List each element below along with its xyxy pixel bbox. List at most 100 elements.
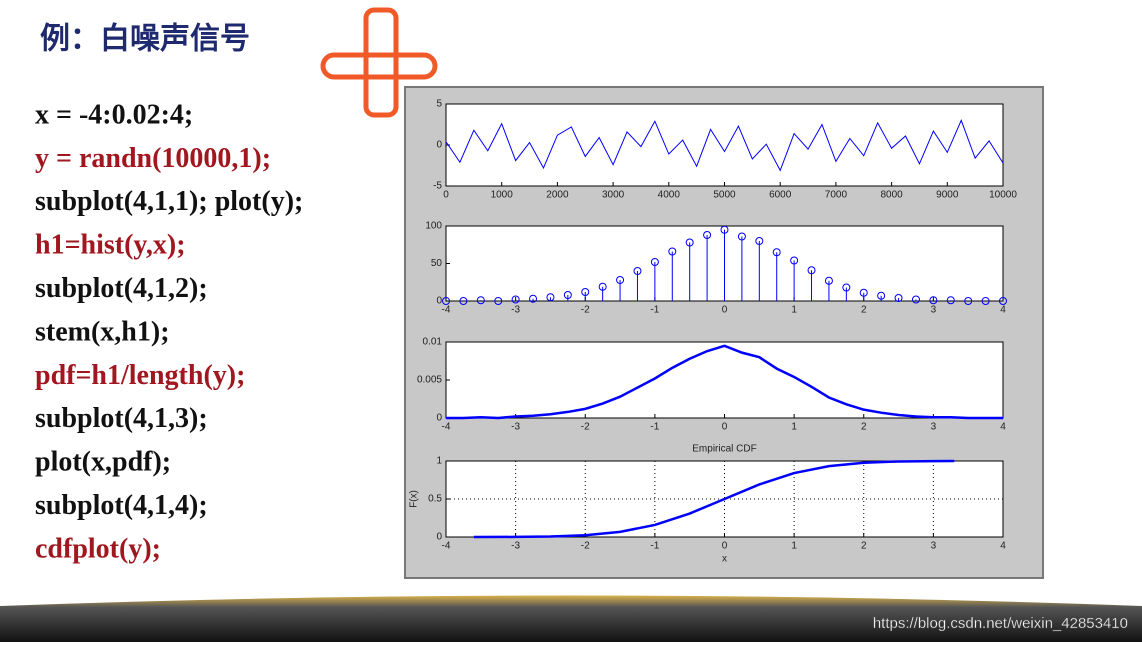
code-line: plot(x,pdf);: [35, 447, 171, 478]
stem-marker: [946, 296, 955, 305]
code-line: x = -4:0.02:4;: [35, 99, 193, 130]
x-tick-label: 3: [931, 541, 937, 552]
stem-marker: [755, 237, 764, 245]
stem-marker: [650, 258, 659, 266]
stem-marker: [824, 276, 833, 285]
code-line: y = randn(10000,1);: [35, 143, 271, 174]
stem-marker: [442, 297, 450, 305]
stem-marker: [668, 247, 677, 256]
y-tick-label: 0.005: [417, 375, 442, 386]
y-tick-label: 100: [425, 221, 442, 232]
stem-marker: [859, 288, 868, 297]
x-tick-label: 3: [931, 422, 937, 433]
stem-marker: [964, 297, 973, 305]
x-tick-label: 10000: [989, 190, 1017, 201]
stem-marker: [633, 267, 642, 275]
stem-marker: [790, 256, 799, 265]
x-tick-label: 1: [791, 541, 797, 552]
y-axis-label: F(x): [409, 490, 420, 508]
axes: [445, 341, 1004, 419]
x-tick-label: -4: [442, 541, 451, 552]
x-tick-label: -3: [511, 541, 520, 552]
x-tick-label: 0: [722, 541, 728, 552]
y-tick-label: 0.5: [428, 494, 442, 505]
x-tick-label: 8000: [880, 190, 903, 201]
y-tick-label: 5: [436, 99, 442, 110]
x-tick-label: 7000: [825, 190, 848, 201]
x-tick-label: 6000: [769, 190, 792, 201]
x-tick-label: 1: [791, 422, 797, 433]
x-tick-label: -2: [581, 422, 590, 433]
x-tick-label: 5000: [713, 190, 736, 201]
x-tick-label: 2: [861, 541, 867, 552]
axes-title: Empirical CDF: [692, 444, 756, 455]
footer-band: [0, 595, 1142, 642]
stem-marker: [807, 266, 816, 275]
x-tick-label: 4: [1000, 305, 1006, 316]
x-tick-label: -4: [442, 305, 451, 316]
x-tick-label: 0: [443, 190, 449, 201]
x-tick-label: -1: [650, 422, 659, 433]
y-tick-label: 50: [431, 258, 443, 269]
y-tick-label: 1: [436, 456, 442, 467]
y-tick-label: 0: [436, 140, 442, 151]
x-tick-label: -2: [581, 305, 590, 316]
stem-marker: [999, 297, 1007, 305]
stem-marker: [546, 293, 555, 302]
stem-marker: [894, 294, 903, 302]
stem-marker: [616, 276, 625, 284]
data-line: [473, 459, 955, 539]
stem-marker: [529, 294, 538, 303]
stem-marker: [563, 291, 572, 299]
stem-marker: [737, 232, 746, 241]
stem-marker: [981, 297, 990, 305]
x-tick-label: -1: [650, 541, 659, 552]
stem-marker: [598, 282, 607, 291]
code-line: subplot(4,1,4);: [35, 490, 208, 521]
stem-marker: [581, 288, 590, 296]
stem-marker: [494, 297, 503, 305]
data-line: [446, 344, 1003, 420]
stem-marker: [685, 238, 694, 247]
stem-marker: [459, 297, 468, 305]
x-tick-label: 3000: [602, 190, 625, 201]
x-tick-label: -2: [581, 541, 590, 552]
watermark: https://blog.csdn.net/weixin_42853410: [873, 615, 1128, 632]
stem-marker: [703, 231, 712, 239]
data-line: [445, 119, 1004, 172]
crosshair-icon: [363, 7, 399, 118]
x-tick-label: -3: [511, 305, 520, 316]
crosshair-icon: [320, 52, 438, 80]
stem-marker: [476, 296, 485, 305]
code-line: cdfplot(y);: [35, 533, 161, 564]
code-line: subplot(4,1,2);: [35, 273, 208, 304]
x-axis-label: x: [722, 554, 727, 565]
code-line: subplot(4,1,1); plot(y);: [35, 186, 303, 217]
x-tick-label: 3: [931, 305, 937, 316]
stem-marker: [929, 296, 938, 305]
x-tick-label: 2: [861, 305, 867, 316]
x-tick-label: 9000: [936, 190, 959, 201]
y-tick-label: 0: [436, 296, 442, 307]
x-tick-label: 2000: [546, 190, 569, 201]
code-line: h1=hist(y,x);: [35, 230, 186, 261]
x-tick-label: 4: [1000, 541, 1006, 552]
x-tick-label: 2: [861, 422, 867, 433]
slide-title: 例：白噪声信号: [40, 22, 250, 57]
x-tick-label: 0: [722, 305, 728, 316]
y-tick-label: 0: [436, 532, 442, 543]
stem-marker: [720, 225, 729, 234]
x-tick-label: -4: [442, 422, 451, 433]
x-tick-label: 1: [791, 305, 797, 316]
stem-marker: [842, 283, 851, 292]
x-tick-label: -1: [650, 305, 659, 316]
stem-marker: [877, 291, 886, 300]
code-line: stem(x,h1);: [35, 316, 170, 347]
y-tick-label: 0.01: [423, 337, 443, 348]
y-tick-label: 0: [436, 413, 442, 424]
x-tick-label: 4: [1000, 422, 1006, 433]
x-tick-label: 1000: [491, 190, 514, 201]
stem-marker: [511, 295, 520, 304]
